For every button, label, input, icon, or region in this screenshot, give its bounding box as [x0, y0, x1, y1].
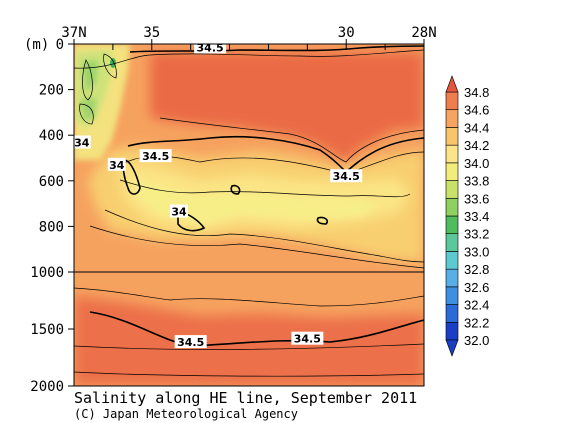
colorbar-tick-label: 34.0	[464, 156, 489, 171]
contour-label-box	[174, 335, 207, 349]
contour-label: 34.5	[197, 41, 224, 54]
colorbar-segment	[445, 251, 459, 270]
contour-label-box	[170, 204, 188, 218]
colorbar-tick-label: 34.8	[464, 85, 489, 100]
colorbar-tick-label: 34.4	[464, 120, 489, 135]
chart-title: Salinity along HE line, September 2011	[74, 389, 418, 407]
colorbar-tick-label: 33.8	[464, 174, 489, 189]
x-tick-label: 35	[143, 25, 160, 41]
colorbar-segment	[445, 180, 459, 199]
contour-label: 34.5	[177, 336, 204, 349]
colorbar-tick-label: 32.6	[464, 280, 489, 295]
y-tick-label: 1500	[30, 322, 64, 338]
colorbar-segment	[445, 144, 459, 164]
colorbar-tick-label: 33.0	[464, 244, 489, 259]
colorbar-tick-label: 32.0	[464, 333, 489, 348]
y-tick-label: 800	[39, 219, 64, 235]
contour-label: 34	[171, 206, 187, 219]
colorbar-tick-label: 32.8	[464, 262, 489, 277]
colorbar-tick-label: 33.4	[464, 209, 489, 224]
colorbar-tick-label: 32.4	[464, 298, 489, 313]
y-tick-label: 600	[39, 174, 64, 190]
contour-label-box	[139, 149, 172, 163]
y-tick-label: 400	[39, 128, 64, 144]
contour-label: 34	[74, 136, 90, 149]
y-tick-label: 1000	[30, 265, 64, 281]
plot-frame	[73, 43, 425, 387]
colorbar-segment	[445, 197, 459, 217]
contour-label: 34.5	[142, 150, 169, 163]
colorbar-tick-label: 33.2	[464, 227, 489, 242]
colorbar-tick-label: 34.6	[464, 103, 489, 118]
contour-label-box	[291, 331, 324, 345]
x-tick-label: 37N	[61, 25, 86, 41]
y-tick-label: 200	[39, 83, 64, 99]
contour-label-box	[107, 157, 126, 171]
colorbar-tick-label: 33.6	[464, 191, 489, 206]
colorbar-tick-label: 32.2	[464, 315, 489, 330]
contour-label: 34.5	[333, 170, 360, 183]
colorbar-segment	[445, 286, 459, 305]
colorbar-segment	[445, 215, 459, 235]
colorbar-lower-extension	[445, 339, 459, 357]
colorbar-segment	[445, 127, 459, 146]
colorbar-segment	[445, 304, 459, 323]
colorbar-segment	[445, 233, 459, 252]
colorbar-upper-extension	[445, 75, 459, 93]
y-tick-label: 2000	[30, 379, 64, 395]
contour-label-box	[72, 135, 91, 149]
colorbar-tick-label: 34.2	[464, 138, 489, 153]
colorbar-segment	[445, 321, 459, 341]
x-tick-label: 28N	[411, 25, 436, 41]
x-tick-label: 30	[338, 25, 355, 41]
colorbar-segment	[445, 91, 459, 111]
contour-label: 34	[109, 159, 125, 172]
contour-label-box	[330, 169, 363, 183]
colorbar-segment	[445, 162, 459, 181]
credit-text: (C) Japan Meteorological Agency	[74, 407, 298, 421]
y-tick-label: 0	[56, 37, 64, 53]
colorbar-segment	[445, 268, 459, 288]
salinity-field	[74, 44, 424, 386]
colorbar-segment	[445, 109, 459, 128]
y-unit-label: (m)	[24, 37, 49, 53]
contour-label: 34.5	[294, 333, 321, 346]
